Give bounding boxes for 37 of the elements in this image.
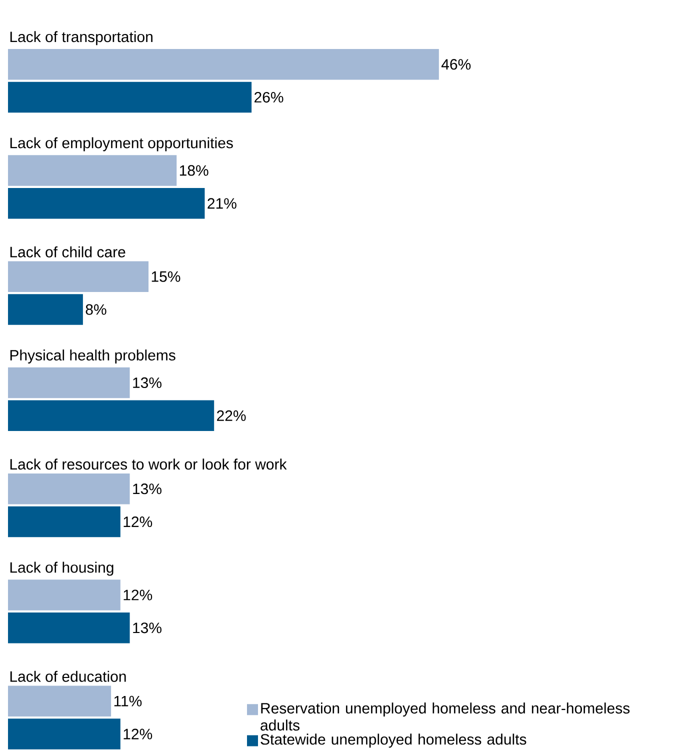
- bar: [8, 473, 130, 504]
- data-label: 21%: [208, 198, 236, 209]
- data-label: 13%: [133, 622, 162, 634]
- data-label: 12%: [124, 516, 152, 528]
- data-label: 22%: [217, 410, 246, 421]
- y-tick-label: Lack of housing: [10, 562, 114, 576]
- bar: [8, 367, 130, 398]
- y-tick-label: Lack of education: [10, 670, 126, 682]
- data-label: 26%: [254, 92, 284, 103]
- data-label: 18%: [180, 165, 208, 176]
- data-label: 15%: [152, 271, 180, 282]
- y-tick-label: Lack of child care: [10, 246, 126, 258]
- bar: [8, 48, 439, 80]
- data-label: 12%: [124, 728, 152, 740]
- y-tick-label: Lack of transportation: [10, 31, 152, 46]
- bar: [8, 612, 130, 644]
- y-tick-label: Physical health problems: [10, 350, 176, 364]
- bar: [8, 188, 205, 219]
- legend-label: Reservation unemployed homeless and near-homeless adults: [260, 702, 630, 731]
- bar: [8, 294, 83, 325]
- data-label: 13%: [133, 484, 162, 494]
- data-label: 46%: [441, 59, 471, 70]
- bar: [8, 580, 120, 610]
- bar: [8, 718, 120, 750]
- bar: [8, 400, 214, 432]
- bar: [8, 155, 177, 186]
- legend-label: Statewide unemployed homeless adults: [260, 734, 526, 748]
- data-label: 13%: [133, 377, 162, 388]
- y-tick-label: Lack of employment opportunities: [10, 137, 233, 152]
- data-label: 8%: [86, 304, 106, 315]
- data-label: 11%: [114, 696, 142, 706]
- bar: [8, 261, 149, 292]
- bar: [8, 686, 112, 716]
- y-tick-label: Lack of resources to work or look for work: [10, 458, 287, 470]
- data-label: 12%: [124, 590, 152, 600]
- bar: [8, 506, 120, 538]
- bar: [8, 82, 252, 113]
